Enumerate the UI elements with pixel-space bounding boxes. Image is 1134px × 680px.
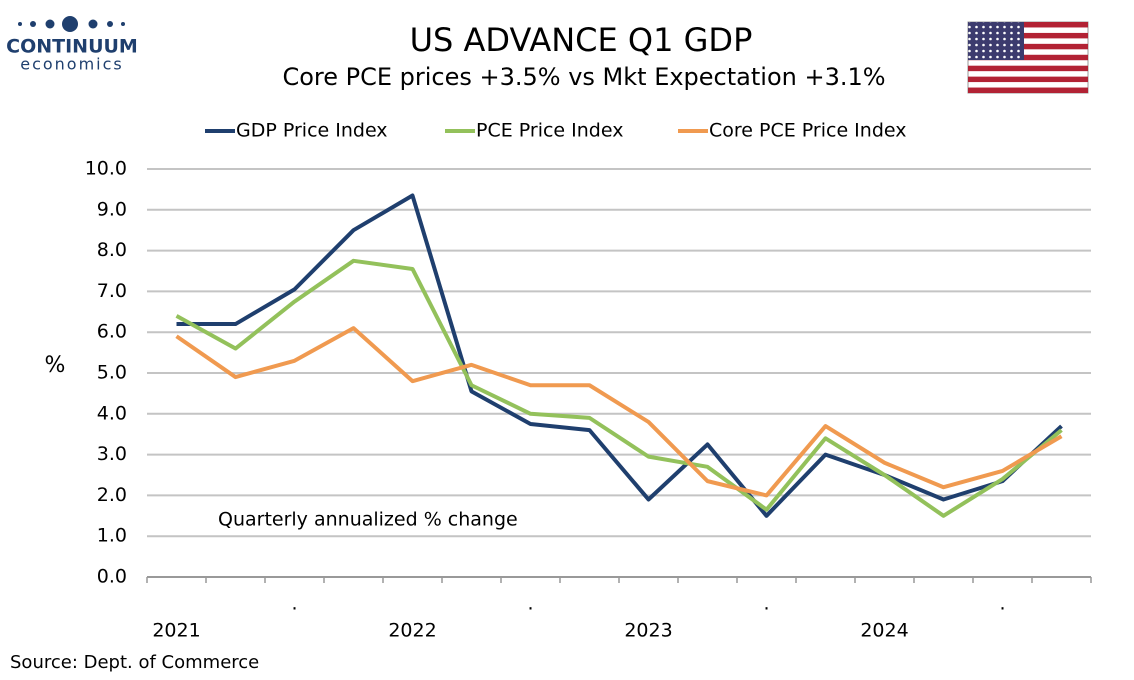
y-tick-label: 9.0 [97,198,127,220]
logo: CONTINUUM economics [6,16,138,74]
annotation: Quarterly annualized % change [218,509,518,531]
y-tick-label: 0.0 [97,566,127,588]
flag-stripe [968,22,1088,28]
x-tick-label: . [527,593,533,615]
x-tick-label: 2024 [860,620,908,642]
y-tick-label: 8.0 [97,239,127,261]
y-tick-label: 7.0 [97,280,127,302]
series-line [175,258,1063,518]
x-tick-label: . [999,593,1005,615]
chart-subtitle: Core PCE prices +3.5% vs Mkt Expectation… [282,63,885,91]
y-tick-label: 2.0 [97,484,127,506]
x-tick-label: 2022 [388,620,436,642]
logo-name: CONTINUUM [6,36,138,58]
flag-stripe [968,32,1088,39]
y-tick-label: 6.0 [97,321,127,343]
flag-stripe [968,87,1088,93]
logo-sub: economics [20,55,124,74]
x-tick-label: . [291,593,297,615]
y-tick-label: 3.0 [97,443,127,465]
x-tick-label: 2021 [152,620,200,642]
source: Source: Dept. of Commerce [10,652,259,673]
chart-title: US ADVANCE Q1 GDP [410,21,753,59]
legend-label: GDP Price Index [236,120,388,142]
legend-label: Core PCE Price Index [709,120,906,142]
flag-stripe [968,43,1088,50]
y-tick-label: 5.0 [97,362,127,384]
x-tick-label: 2023 [624,620,672,642]
series-line [175,326,1063,498]
legend-label: PCE Price Index [476,120,623,142]
series-line [176,193,1063,518]
y-tick-label: 10.0 [85,158,127,180]
y-axis-label: % [45,353,66,378]
flag-stripe [968,65,1088,72]
flag-stripe [968,76,1088,83]
flag [967,21,1089,94]
y-tick-label: 4.0 [97,402,127,424]
y-tick-label: 1.0 [97,525,127,547]
x-tick-label: . [763,593,769,615]
flag-stripe [968,54,1088,61]
